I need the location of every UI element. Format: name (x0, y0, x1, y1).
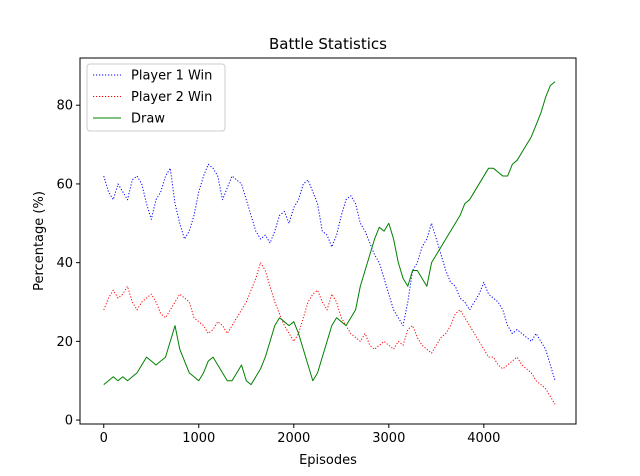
y-tick-label: 40 (56, 256, 73, 271)
y-axis-label: Percentage (%) (32, 191, 47, 291)
x-tick-label: 3000 (372, 431, 405, 446)
y-tick-label: 20 (56, 335, 73, 350)
x-axis-label: Episodes (299, 453, 357, 468)
legend-label: Player 2 Win (131, 90, 212, 105)
legend-box (86, 63, 226, 132)
x-tick-label: 2000 (277, 431, 310, 446)
chart-title: Battle Statistics (269, 35, 387, 53)
y-axis: 0 20 40 60 80 (56, 99, 80, 429)
series-layer (103, 81, 556, 405)
draw-line (103, 81, 556, 386)
legend-label: Player 1 Win (131, 69, 212, 84)
y-tick-label: 0 (65, 414, 73, 429)
plot-frame (79, 57, 577, 425)
x-axis: 0 1000 2000 3000 4000 (100, 424, 500, 446)
legend: Player 1 Win Player 2 Win Draw (86, 63, 226, 132)
x-tick-label: 0 (100, 431, 108, 446)
x-tick-label: 1000 (182, 431, 215, 446)
legend-label: Draw (131, 112, 165, 127)
y-tick-label: 60 (56, 177, 73, 192)
x-tick-label: 4000 (467, 431, 500, 446)
player-2-win-line (103, 262, 556, 405)
y-tick-label: 80 (56, 99, 73, 114)
player-1-win-line (103, 163, 556, 381)
